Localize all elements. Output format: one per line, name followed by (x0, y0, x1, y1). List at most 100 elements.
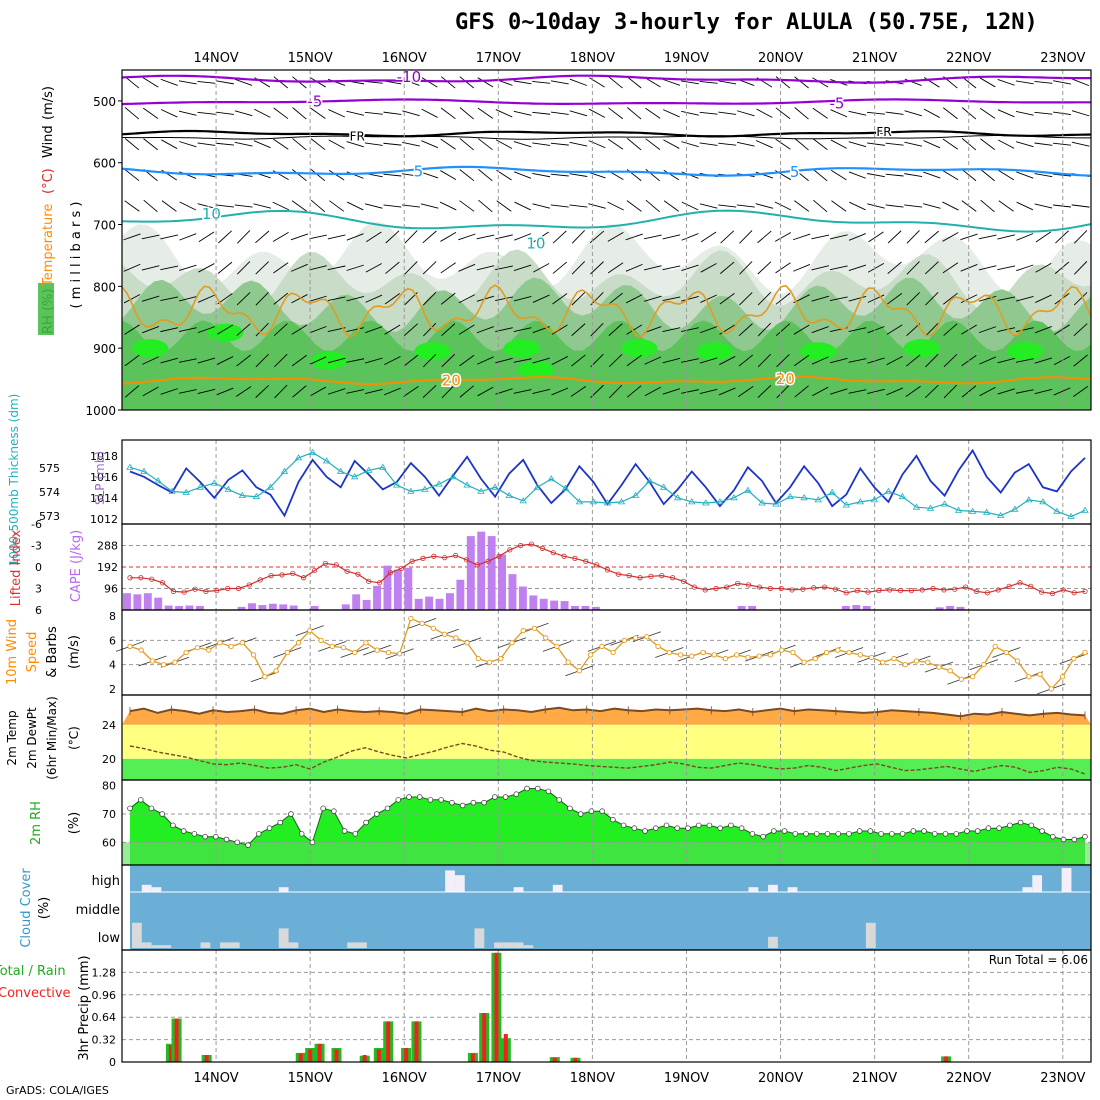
wind-barb (942, 262, 959, 274)
wind-speed-point (374, 647, 380, 653)
axis-label: 2m RH (29, 801, 44, 845)
wind-barb (253, 108, 271, 118)
cape-bar (560, 601, 569, 610)
wind-barb (385, 230, 400, 244)
wind-barbs (123, 76, 1090, 399)
rh-point (717, 825, 723, 831)
thickness-point (575, 498, 584, 505)
wind-barb (273, 76, 289, 89)
lifted-index-point (984, 590, 990, 596)
rh-point (642, 828, 648, 834)
wind-barb (868, 231, 884, 243)
thickness-point (772, 500, 780, 507)
wind-barb (255, 261, 270, 275)
contour-label: -5 (307, 93, 322, 111)
wind-barb (160, 234, 179, 240)
cloud-low-bar (141, 942, 152, 948)
axis-label: (6hr Min/Max) (45, 696, 59, 780)
top-date-label: 14NOV (193, 51, 238, 66)
cape-bar (383, 565, 392, 610)
wind-barb (699, 81, 718, 84)
wind-barb (495, 357, 513, 364)
rh-point (1017, 819, 1024, 826)
isotherm-minus10 (121, 74, 1091, 84)
wind-barb (1054, 261, 1070, 274)
wind-barb (459, 138, 474, 151)
wind-barb (1071, 110, 1090, 117)
wind-barb (775, 292, 791, 305)
wind-barb (124, 76, 140, 89)
rh-point (695, 822, 702, 829)
wind-barb (422, 384, 437, 398)
wind-barb (124, 138, 140, 151)
thickness-point (533, 483, 542, 490)
bottom-date-label: 18NOV (570, 1071, 615, 1086)
wind-barb (142, 77, 159, 88)
lifted-index-point (344, 568, 350, 574)
isotherm-15 (121, 284, 1092, 338)
wind-barb (234, 110, 253, 117)
wind-barb (178, 80, 197, 85)
wind-barb (775, 107, 791, 120)
cape-bar (185, 605, 194, 610)
thickness-point (673, 494, 682, 501)
wind-speed-point (981, 661, 987, 668)
wind-barb (774, 201, 792, 211)
wind-barb (1034, 81, 1053, 84)
bottom-date-label: 15NOV (288, 1071, 333, 1086)
contour-label: FR (876, 125, 891, 139)
lifted-index-point (659, 572, 665, 579)
wind-speed-point (868, 654, 875, 661)
wind-barb (720, 261, 735, 274)
wind-barb (197, 203, 216, 209)
lifted-index-point (149, 576, 155, 582)
lifted-index-point (1028, 583, 1034, 589)
wind-barb (291, 354, 307, 367)
wind-barb (906, 292, 920, 306)
wind-barb (1016, 171, 1034, 179)
wind-barb (699, 326, 718, 334)
wind-barb (1053, 355, 1071, 366)
lifted-index-point (941, 587, 947, 593)
rh-point (170, 822, 176, 829)
wind-barb (569, 141, 588, 147)
lifted-index-point (887, 587, 893, 593)
precip-convective-bar (362, 1055, 367, 1062)
wind-barb (532, 388, 551, 395)
wind-speed-point (835, 647, 841, 653)
rh-point (427, 797, 434, 803)
rh-point (878, 831, 884, 837)
wind-barb (459, 169, 475, 182)
lifted-index-point (930, 585, 936, 592)
rh-low-band (122, 842, 1091, 865)
lifted-index-point (246, 582, 252, 588)
wind-barb (830, 169, 847, 181)
wind-barb (1016, 201, 1034, 211)
wind-barb (829, 234, 848, 240)
thickness-point (786, 492, 794, 500)
wind-barb (1034, 203, 1053, 209)
thickness-point (196, 483, 204, 490)
wind-barb (718, 142, 737, 146)
wind-barb (793, 263, 811, 272)
wind-barb (141, 265, 160, 271)
rh-90-blob (503, 339, 540, 358)
wind-barb (924, 384, 939, 399)
wind-barb (346, 264, 364, 271)
cloud-low-bar (523, 945, 534, 948)
wind-speed-point (587, 652, 594, 658)
wind-speed-point (228, 643, 234, 650)
rh-point (910, 828, 917, 834)
precip-tick: 0.96 (92, 989, 117, 1002)
rh-90-blob (132, 339, 169, 358)
contour-label: -5 (830, 94, 845, 112)
wind-barb (943, 292, 958, 305)
wind-barb (216, 80, 234, 85)
rh-tick: 70 (102, 808, 116, 821)
cloud-low-bar (357, 942, 367, 948)
lifted-index-point (550, 550, 556, 556)
wind-barb (904, 110, 922, 117)
rh-point (202, 833, 208, 840)
wind-barb (811, 295, 829, 302)
lifted-index-point (518, 542, 524, 549)
